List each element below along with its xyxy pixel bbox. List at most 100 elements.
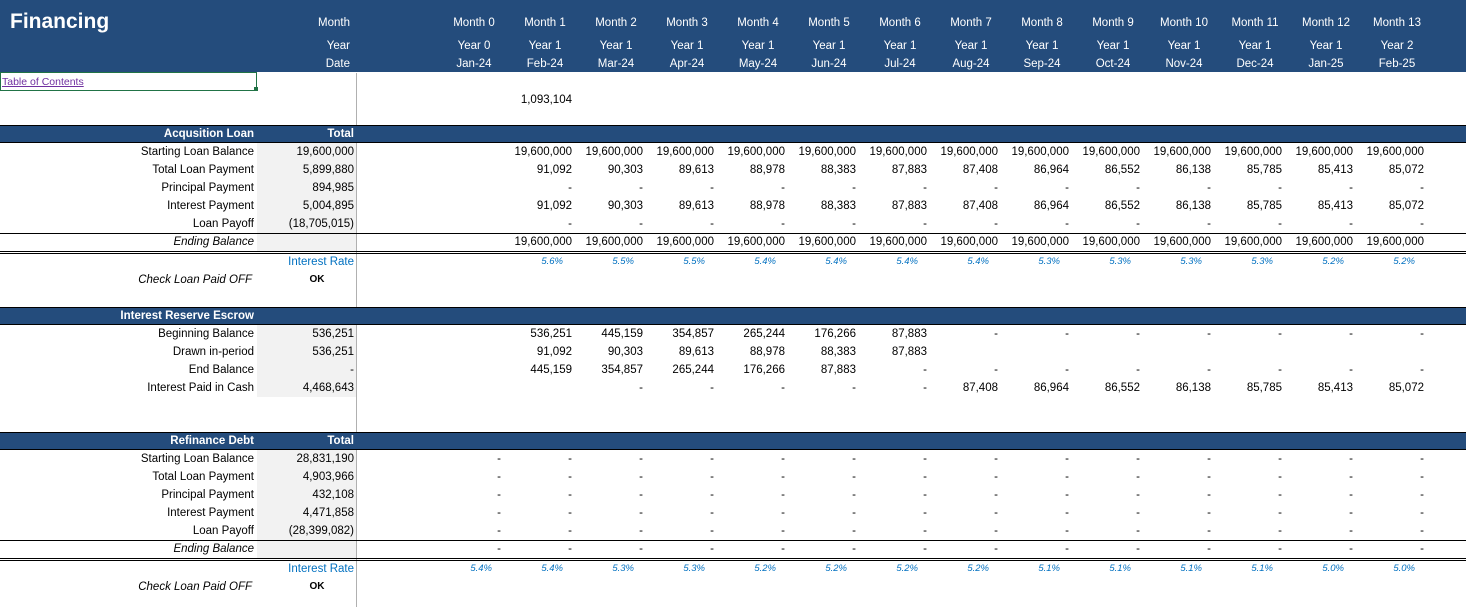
cell: - — [1349, 218, 1353, 230]
header-month: Month 12 — [1302, 17, 1350, 29]
cell: 19,600,000 — [656, 146, 714, 158]
cell: - — [923, 507, 927, 519]
header-year: Year 1 — [1167, 40, 1201, 52]
cell: - — [1420, 364, 1424, 376]
cell: - — [994, 543, 998, 555]
interest-rate: 5.2% — [967, 563, 989, 574]
header-month: Month 6 — [879, 17, 921, 29]
cell: - — [1136, 182, 1140, 194]
cell: - — [852, 382, 856, 394]
cell: - — [710, 525, 714, 537]
header-year: Year 1 — [1096, 40, 1130, 52]
cell: - — [994, 218, 998, 230]
cell: - — [639, 525, 643, 537]
row-label: Ending Balance — [173, 543, 254, 555]
header-date: Jul-24 — [884, 58, 916, 70]
row-label: Ending Balance — [173, 236, 254, 248]
cell: 90,303 — [607, 164, 643, 176]
total-cell-bg — [257, 179, 356, 197]
cell: - — [1065, 525, 1069, 537]
cell: - — [923, 453, 927, 465]
interest-rate: 5.2% — [1322, 256, 1344, 267]
row-total: 536,251 — [312, 346, 354, 358]
cell: 87,883 — [891, 328, 927, 340]
cell: - — [710, 218, 714, 230]
row-total: 5,004,895 — [302, 200, 354, 212]
interest-rate: 5.3% — [1038, 256, 1060, 267]
cell: 86,552 — [1104, 382, 1140, 394]
cell: - — [1278, 328, 1282, 340]
cell: - — [923, 471, 927, 483]
interest-rate: 5.1% — [1109, 563, 1131, 574]
border-line — [0, 540, 1466, 541]
cell: 85,413 — [1317, 200, 1353, 212]
cell: 87,408 — [962, 200, 998, 212]
cell: - — [852, 489, 856, 501]
cell: - — [710, 489, 714, 501]
interest-rate: 5.5% — [683, 256, 705, 267]
cell: - — [639, 543, 643, 555]
interest-rate: 5.4% — [825, 256, 847, 267]
interest-rate: 5.3% — [1251, 256, 1273, 267]
sheet-title: Financing — [10, 10, 110, 33]
total-cell-bg — [257, 343, 356, 361]
cell: - — [1420, 489, 1424, 501]
cell: - — [1136, 453, 1140, 465]
cell: - — [781, 471, 785, 483]
total-cell-bg — [257, 143, 356, 161]
cell: 88,383 — [820, 200, 856, 212]
interest-rate: 5.0% — [1322, 563, 1344, 574]
cell: 19,600,000 — [1224, 146, 1282, 158]
header-date: Nov-24 — [1165, 58, 1203, 70]
cell: - — [1065, 489, 1069, 501]
total-cell-bg — [257, 325, 356, 343]
cell: - — [781, 525, 785, 537]
cell: 88,978 — [749, 200, 785, 212]
table-of-contents-link[interactable]: Table of Contents — [2, 76, 84, 88]
cell: - — [1349, 525, 1353, 537]
cell: 19,600,000 — [656, 236, 714, 248]
cell: - — [994, 471, 998, 483]
row-total: 4,903,966 — [302, 471, 354, 483]
cell: 85,785 — [1246, 200, 1282, 212]
check-result: OK — [309, 581, 325, 592]
cell: 19,600,000 — [940, 146, 998, 158]
row-label: End Balance — [188, 364, 254, 376]
cell: - — [781, 182, 785, 194]
cell: - — [923, 364, 927, 376]
cell: - — [1349, 364, 1353, 376]
row-total: 19,600,000 — [296, 146, 354, 158]
interest-rate: 5.4% — [470, 563, 492, 574]
row-label: Loan Payoff — [192, 525, 254, 537]
header-date: Jan-24 — [456, 58, 492, 70]
header-band — [0, 0, 1466, 72]
cell: - — [710, 507, 714, 519]
section-total-label: Total — [327, 435, 354, 447]
cell: 86,138 — [1175, 382, 1211, 394]
section-title: Refinance Debt — [170, 435, 254, 447]
header-year: Year 1 — [954, 40, 988, 52]
interest-rate: 5.3% — [612, 563, 634, 574]
total-cell-bg — [257, 379, 356, 397]
cell: 86,138 — [1175, 200, 1211, 212]
header-year: Year 1 — [528, 40, 562, 52]
cell: - — [639, 489, 643, 501]
cell: - — [639, 382, 643, 394]
cell: - — [1349, 507, 1353, 519]
cell: - — [1065, 507, 1069, 519]
cell: 86,552 — [1104, 164, 1140, 176]
total-cell-bg — [257, 504, 356, 522]
cell: - — [1207, 182, 1211, 194]
cell: - — [781, 507, 785, 519]
selected-cell — [0, 72, 257, 91]
cell: - — [639, 182, 643, 194]
cell: 19,600,000 — [1153, 146, 1211, 158]
cell: - — [1349, 471, 1353, 483]
cell: - — [852, 453, 856, 465]
cell: - — [568, 218, 572, 230]
cell: - — [568, 453, 572, 465]
cell: 85,072 — [1388, 200, 1424, 212]
cell: - — [568, 471, 572, 483]
header-year: Year 1 — [741, 40, 775, 52]
row-total: 4,471,858 — [302, 507, 354, 519]
